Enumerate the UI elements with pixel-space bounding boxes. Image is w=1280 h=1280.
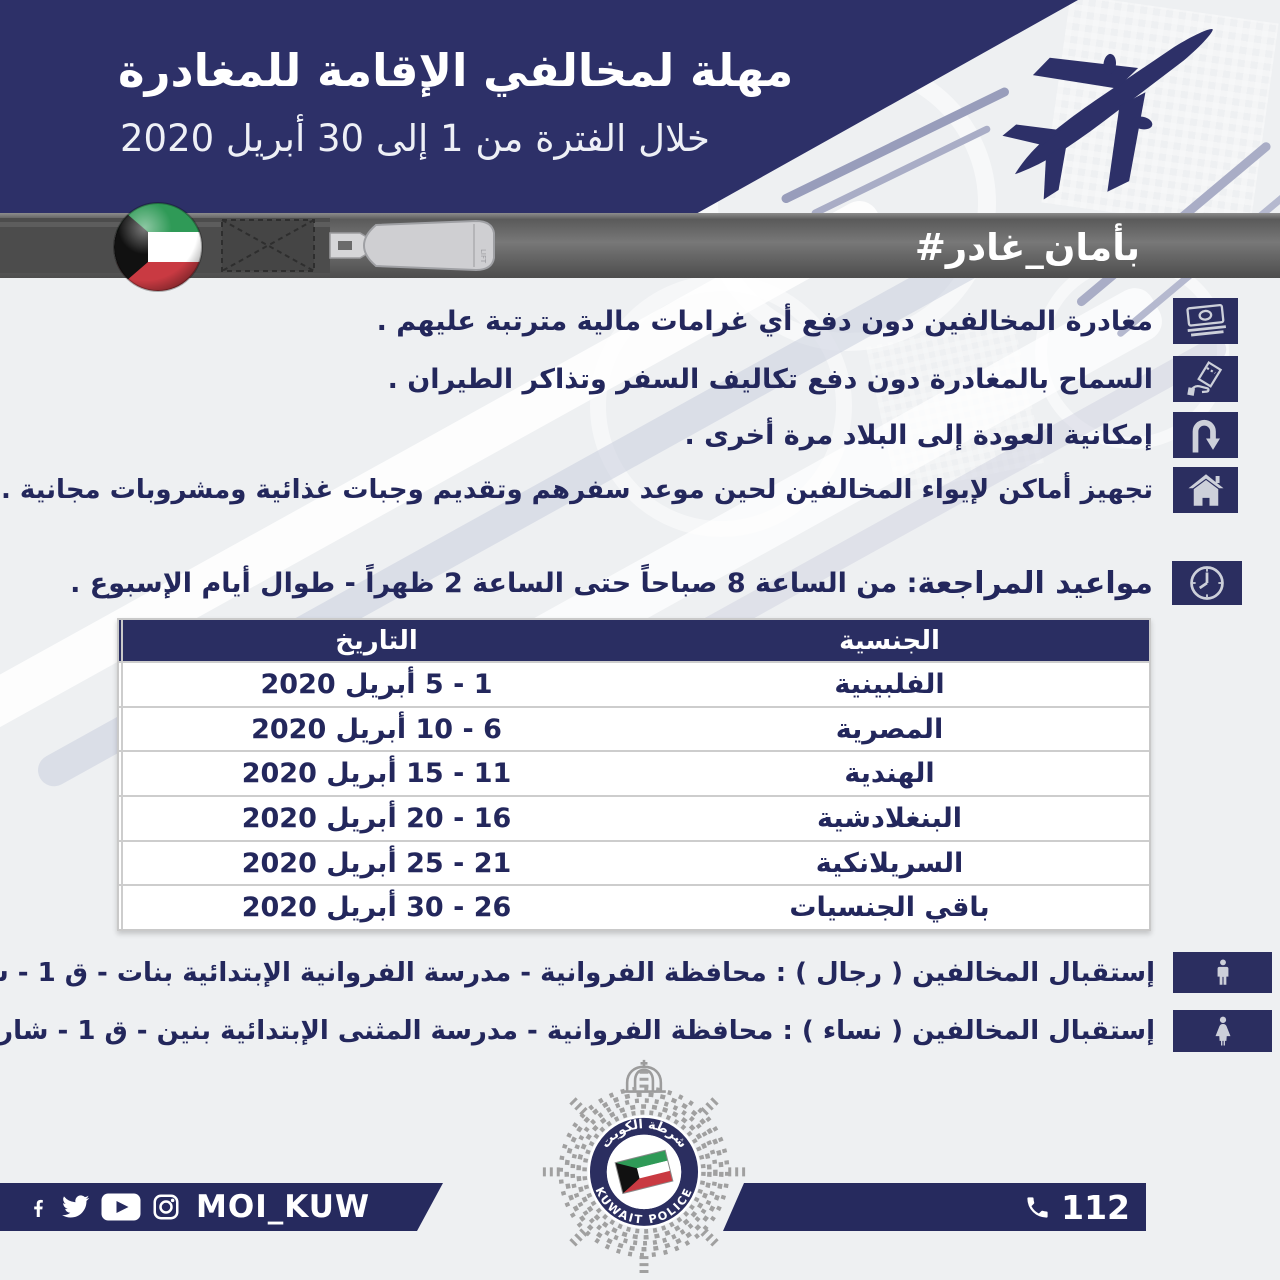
hash-symbol: # [914, 225, 946, 269]
benefit-text: مغادرة المخالفين دون دفع أي غرامات مالية… [376, 305, 1153, 337]
home-icon [1173, 467, 1238, 513]
social-handle[interactable]: MOI_KUW [196, 1189, 371, 1225]
date-cell: 21 - 25 أبريل 2020 [121, 841, 630, 885]
kuwait-flag-sphere-icon [113, 202, 203, 292]
review-times-label: مواعيد المراجعة [917, 565, 1153, 601]
footer-social-bar: MOI_KUW [0, 1183, 443, 1231]
reception-women-text: إستقبال المخالفين ( نساء ) : محافظة الفر… [0, 1016, 1155, 1046]
nationality-cell: البنغلادشية [817, 802, 962, 834]
u-turn-icon [1173, 412, 1238, 458]
reception-men-text: إستقبال المخالفين ( رجال ) : محافظة الفر… [0, 957, 1155, 988]
benefit-text: إمكانية العودة إلى البلاد مرة أخرى . [684, 419, 1153, 451]
instagram-icon[interactable] [151, 1192, 181, 1222]
facebook-icon[interactable] [26, 1192, 50, 1222]
benefit-text: تجهيز أماكن لإيواء المخالفين لحين موعد س… [0, 475, 1153, 505]
money-icon [1173, 298, 1238, 344]
youtube-icon[interactable] [100, 1192, 142, 1222]
ticket-icon [1173, 356, 1238, 402]
benefit-text: السماح بالمغادرة دون دفع تكاليف السفر وت… [387, 363, 1153, 395]
buckle-label: LIFT [479, 249, 487, 264]
table-row: باقي الجنسيات 26 - 30 أبريل 2020 [119, 884, 1149, 930]
date-cell: 6 - 10 أبريل 2020 [121, 707, 630, 751]
footer-phone-bar: 112 [723, 1183, 1146, 1231]
nationality-cell: المصرية [835, 713, 944, 745]
page-title: مهلة لمخالفي الإقامة للمغادرة [118, 43, 794, 97]
kuwait-police-logo: شرطة الكويت KUWAIT POLICE [542, 1059, 746, 1274]
clock-icon [1172, 561, 1242, 605]
woman-icon [1173, 1010, 1272, 1052]
table-row: الفلبينية 1 - 5 أبريل 2020 [119, 661, 1149, 706]
table-row: البنغلادشية 16 - 20 أبريل 2020 [119, 795, 1149, 840]
airplane-icon [1002, 28, 1213, 200]
seatbelt-illustration: LIFT [0, 218, 495, 273]
campaign-hashtag: # غادر _ بأمان [914, 225, 1140, 269]
page-subtitle: خلال الفترة من 1 إلى 30 أبريل 2020 [120, 116, 710, 160]
nationality-cell: باقي الجنسيات [789, 892, 990, 924]
table-row: الهندية 11 - 15 أبريل 2020 [119, 750, 1149, 796]
date-header: التاريخ [121, 620, 630, 661]
date-cell: 16 - 20 أبريل 2020 [121, 797, 630, 840]
phone-icon [1024, 1194, 1051, 1221]
kuwait-flag-icon [614, 1149, 674, 1195]
nationality-cell: الفلبينية [834, 668, 945, 700]
nationality-header: الجنسية [839, 625, 940, 656]
emergency-number: 112 [1061, 1187, 1130, 1227]
man-icon [1173, 952, 1272, 993]
twitter-icon[interactable] [59, 1192, 91, 1222]
table-row: السريلانكية 21 - 25 أبريل 2020 [119, 839, 1149, 885]
nationality-cell: السريلانكية [815, 847, 964, 879]
date-cell: 26 - 30 أبريل 2020 [121, 886, 630, 930]
departure-schedule-table: الجنسية التاريخ الفلبينية 1 - 5 أبريل 20… [117, 618, 1151, 932]
nationality-cell: الهندية [844, 758, 935, 790]
date-cell: 1 - 5 أبريل 2020 [121, 663, 630, 706]
date-cell: 11 - 15 أبريل 2020 [121, 752, 630, 796]
review-times-text: : من الساعة 8 صباحاً حتى الساعة 2 ظهراً … [70, 567, 918, 599]
review-times: مواعيد المراجعة : من الساعة 8 صباحاً حتى… [70, 561, 1153, 605]
table-row: المصرية 6 - 10 أبريل 2020 [119, 705, 1149, 751]
table-header-row: الجنسية التاريخ [119, 620, 1149, 661]
